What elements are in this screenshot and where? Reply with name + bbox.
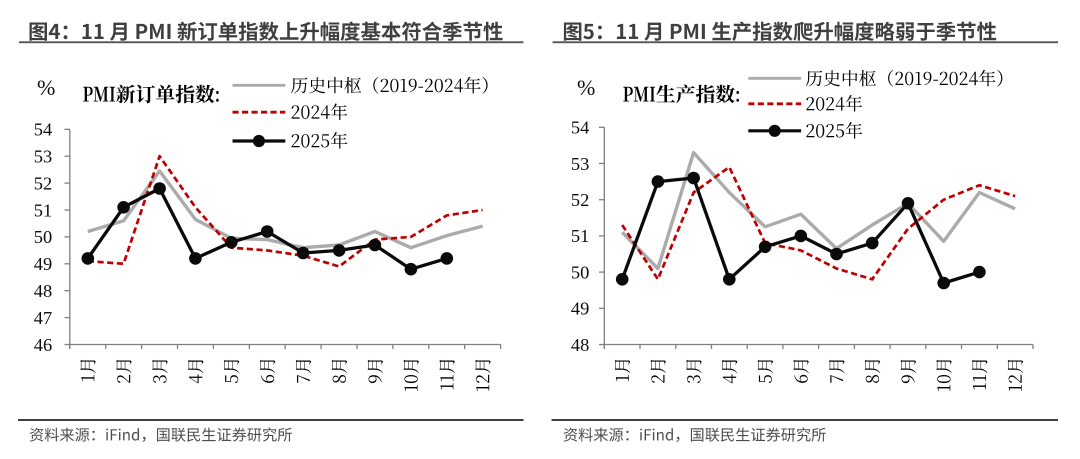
svg-text:47: 47 bbox=[34, 308, 52, 328]
svg-text:48: 48 bbox=[571, 335, 589, 355]
svg-text:52: 52 bbox=[34, 173, 52, 193]
svg-text:%: % bbox=[37, 75, 55, 100]
svg-text:%: % bbox=[577, 75, 595, 100]
svg-text:50: 50 bbox=[34, 227, 52, 247]
svg-text:53: 53 bbox=[34, 147, 52, 167]
svg-text:50: 50 bbox=[571, 262, 589, 282]
svg-text:49: 49 bbox=[571, 299, 589, 319]
svg-text:51: 51 bbox=[34, 200, 52, 220]
svg-text:54: 54 bbox=[571, 118, 589, 138]
svg-text:46: 46 bbox=[34, 335, 52, 355]
svg-text:53: 53 bbox=[571, 154, 589, 174]
svg-text:48: 48 bbox=[34, 281, 52, 301]
svg-text:51: 51 bbox=[571, 226, 589, 246]
svg-text:54: 54 bbox=[34, 120, 52, 140]
svg-text:52: 52 bbox=[571, 190, 589, 210]
svg-text:49: 49 bbox=[34, 254, 52, 274]
